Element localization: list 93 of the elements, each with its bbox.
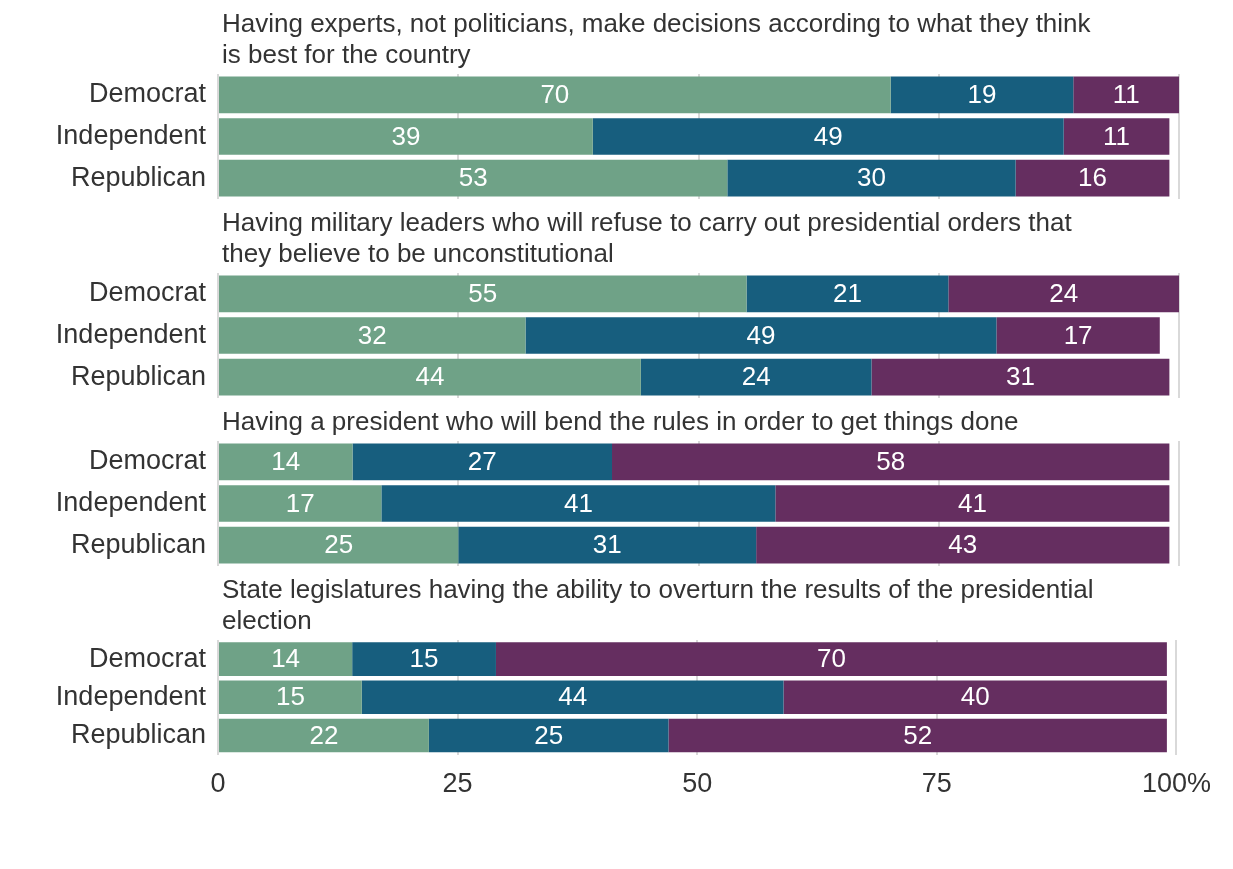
- bar: [612, 443, 1170, 481]
- bar: [783, 680, 1167, 715]
- x-tick-label: 0: [210, 768, 226, 799]
- bar: [219, 317, 526, 354]
- bar: [1073, 76, 1179, 114]
- data-label: 25: [534, 719, 564, 750]
- bar: [890, 76, 1074, 114]
- bar: [361, 680, 784, 715]
- bar: [428, 718, 669, 753]
- bar: [756, 526, 1170, 564]
- bar: [381, 485, 776, 522]
- bar: [1063, 118, 1170, 155]
- bar: [352, 642, 496, 676]
- y-tick-label: Republican: [70, 528, 206, 559]
- chart-title: Having military leaders who will refuse to carry out presidential orders that they believe to be unconstitutional: [222, 207, 1073, 269]
- data-label: 16: [1078, 162, 1107, 193]
- data-label: 14: [271, 446, 301, 477]
- data-label: 49: [746, 319, 776, 350]
- bar: [948, 275, 1179, 313]
- bar: [746, 275, 949, 313]
- data-label: 32: [357, 319, 387, 350]
- bar: [219, 358, 641, 396]
- data-label: 49: [813, 120, 843, 151]
- chart-title: Having a president who will bend the rules in order to get things done: [222, 406, 1020, 437]
- bar: [352, 443, 613, 481]
- data-label: 55: [468, 278, 498, 309]
- y-tick-label: Democrat: [88, 445, 207, 476]
- data-label: 58: [876, 446, 906, 477]
- bar: [219, 485, 382, 522]
- data-label: 52: [903, 719, 933, 750]
- bar: [775, 485, 1170, 522]
- bar: [727, 159, 1016, 197]
- data-label: 11: [1112, 79, 1140, 110]
- data-label: 31: [1005, 361, 1035, 392]
- bar: [219, 718, 429, 753]
- bar: [871, 358, 1170, 396]
- data-label: 31: [592, 529, 622, 560]
- bar: [219, 680, 362, 715]
- data-label: 17: [285, 487, 315, 518]
- data-label: 15: [275, 681, 305, 712]
- data-label: 40: [960, 681, 990, 712]
- y-tick-label: Independent: [55, 680, 207, 711]
- bar: [219, 526, 459, 564]
- data-label: 27: [467, 446, 497, 477]
- y-tick-label: Republican: [70, 718, 206, 749]
- x-tick-label: 25: [442, 768, 473, 799]
- data-label: 39: [391, 120, 421, 151]
- x-tick-label: 75: [921, 768, 952, 799]
- data-label: 44: [415, 361, 445, 392]
- y-tick-label: Independent: [55, 486, 207, 517]
- y-tick-label: Independent: [55, 119, 207, 150]
- y-tick-label: Democrat: [88, 277, 207, 308]
- bar: [495, 642, 1167, 676]
- bar: [592, 118, 1064, 155]
- x-tick-label: 50: [682, 768, 713, 799]
- data-label: 53: [458, 162, 488, 193]
- data-label: 70: [540, 79, 570, 110]
- bar: [640, 358, 872, 396]
- bar: [996, 317, 1160, 354]
- data-label: 41: [563, 487, 593, 518]
- data-label: 22: [309, 719, 339, 750]
- data-label: 24: [741, 361, 771, 392]
- chart-title: State legislatures having the ability to overturn the results of the presidential election: [222, 574, 1095, 636]
- data-label: 19: [967, 79, 997, 110]
- bar: [219, 443, 353, 481]
- bar: [219, 159, 728, 197]
- data-label: 44: [558, 681, 588, 712]
- y-tick-label: Republican: [70, 161, 206, 192]
- bar: [458, 526, 757, 564]
- data-label: 43: [948, 529, 978, 560]
- bar: [668, 718, 1167, 753]
- bar: [1015, 159, 1170, 197]
- data-label: 25: [324, 529, 354, 560]
- bar: [219, 642, 353, 676]
- y-tick-label: Independent: [55, 318, 207, 349]
- data-label: 41: [957, 487, 987, 518]
- y-tick-label: Democrat: [88, 642, 207, 673]
- y-tick-label: Republican: [70, 360, 206, 391]
- data-label: 15: [409, 643, 439, 674]
- bar: [219, 76, 891, 114]
- bar: [525, 317, 997, 354]
- data-label: 11: [1103, 120, 1131, 151]
- data-label: 17: [1063, 319, 1093, 350]
- data-label: 24: [1049, 278, 1079, 309]
- data-label: 30: [857, 162, 886, 193]
- bar: [219, 118, 593, 155]
- data-label: 14: [271, 643, 301, 674]
- data-label: 21: [832, 278, 862, 309]
- y-tick-label: Democrat: [88, 78, 207, 109]
- data-label: 70: [816, 643, 846, 674]
- chart-title: Having experts, not politicians, make decisions according to what they think is best for the country: [222, 8, 1092, 70]
- x-tick-label: 100%: [1141, 768, 1211, 799]
- bar: [219, 275, 747, 313]
